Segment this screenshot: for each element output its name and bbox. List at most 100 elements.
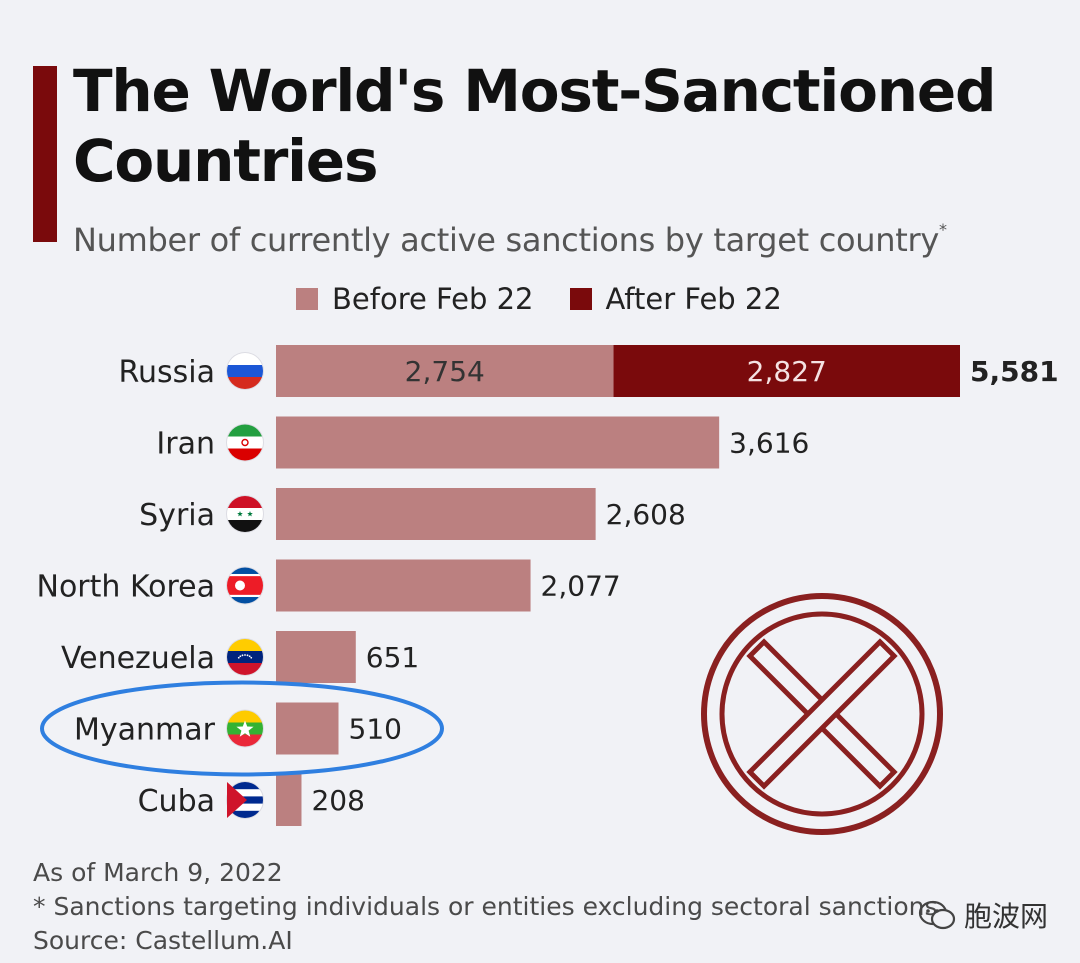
flag-emblem [235,580,245,591]
highlight-ellipse [40,680,444,777]
chart-footer: As of March 9, 2022 * Sanctions targetin… [33,856,938,958]
category-label-iran: Iran [156,427,215,462]
flag-stripe [227,496,263,509]
total-label-syria: 2,608 [606,498,686,531]
bar-russia-before-feb-22 [276,345,614,397]
flag-stripe [227,810,263,818]
total-label-venezuela: 651 [366,641,419,674]
legend-label-after: After Feb 22 [605,282,782,316]
footnote: * Sanctions targeting individuals or ent… [33,892,938,921]
legend-swatch-after [569,288,592,310]
flag-emblem [241,438,249,447]
flag-stripe [227,520,263,532]
category-label-myanmar: Myanmar [74,713,216,748]
category-label-cuba: Cuba [138,784,215,819]
circled-x-icon [701,593,943,835]
flag-stripe [227,597,263,604]
watermark-text: 胞波网 [964,900,1049,933]
bar-row-venezuela: Venezuela 651 [61,631,419,683]
bar-russia-after-feb-22 [613,345,960,397]
bar-row-russia: Russia 2,754 2,827 5,581 [119,345,1059,397]
x-stroke-1 [746,638,898,790]
flag-stripes [227,353,263,389]
legend-item-after: After Feb 22 [569,282,782,316]
flag-stripe [227,377,263,389]
total-label-russia: 5,581 [970,355,1059,388]
flag-stripe [227,710,263,723]
flag-syria-icon [226,495,264,533]
flag-star [237,511,243,517]
subtitle-text: Number of currently active sanctions by … [73,221,939,259]
flag-stripe [227,353,263,366]
chart-title: The World's Most-Sanctioned Countries [73,57,996,195]
total-label-iran: 3,616 [729,427,809,460]
bar-row-north-korea: North Korea 2,077 [37,559,621,612]
flag-stripes [227,710,263,747]
wechat-icon [918,900,956,930]
flag-stripes [227,424,263,461]
legend-item-before: Before Feb 22 [296,282,534,316]
flag-myanmar-icon [226,709,264,748]
bar-myanmar-before-feb-22 [276,702,339,755]
subtitle-asterisk: * [938,220,947,239]
category-label-venezuela: Venezuela [61,641,215,676]
flag-stripe [227,567,263,575]
chart-legend: Before Feb 22 After Feb 22 [296,282,818,316]
flag-venezuela-icon [226,638,264,676]
flag-stripe [227,594,263,598]
bar-cuba-before-feb-22 [276,774,302,826]
flag-stripe [227,663,263,675]
flag-stripes [227,639,263,675]
flag-stripe [227,424,263,437]
total-label-myanmar: 510 [349,713,402,746]
flag-stripe [227,639,263,652]
x-outer-ring [701,593,943,835]
flag-stripe [227,789,263,797]
flag-star [239,655,242,658]
total-label-north-korea: 2,077 [541,570,621,603]
bar-chart: Russia 2,754 2,827 5,581 Iran 3,616 Syria 2,608… [37,345,1059,835]
legend-swatch-before [296,288,318,310]
flag-stripe [227,576,263,596]
total-label-cuba: 208 [311,784,364,817]
flag-star [237,656,240,659]
flag-stripe [227,782,263,790]
flag-stripes [227,567,263,604]
bar-iran-before-feb-22 [276,416,720,469]
flag-star [244,654,246,656]
flag-stripe [227,365,263,378]
bar-row-myanmar: Myanmar 510 [74,702,402,755]
bar-venezuela-before-feb-22 [276,631,356,683]
bar-row-iran: Iran 3,616 [156,416,809,469]
flag-star [250,656,253,659]
flag-star [248,655,251,658]
segment-label-russia-1: 2,827 [747,355,827,388]
chart-subtitle: Number of currently active sanctions by … [73,208,1063,262]
source-note: Source: Castellum.AI [33,926,293,955]
flag-stripe [227,651,263,664]
flag-star [247,511,253,517]
legend-label-before: Before Feb 22 [332,282,534,316]
flag-stripe [227,734,263,747]
bar-row-cuba: Cuba 208 [138,774,365,826]
category-label-russia: Russia [119,355,216,390]
flag-star [241,654,244,657]
category-label-north-korea: North Korea [37,570,216,605]
flag-cuba-icon [226,781,264,819]
date-note: As of March 9, 2022 [33,858,283,887]
x-inner-ring [719,611,925,817]
flag-iran-icon [226,423,264,462]
flag-stripe [227,803,263,812]
watermark: 胞波网 [918,895,1048,935]
flag-russia-icon [226,352,264,390]
flag-triangle [227,782,247,818]
bar-north-korea-before-feb-22 [276,559,531,612]
segment-label-russia-0: 2,754 [405,355,485,388]
flag-star [236,720,254,737]
flag-star [246,654,249,657]
flag-stripe [227,573,263,577]
category-label-syria: Syria [139,498,215,533]
flag-stripe [227,448,263,461]
bar-row-syria: Syria 2,608 [139,488,686,540]
flag-stripe [227,508,263,521]
